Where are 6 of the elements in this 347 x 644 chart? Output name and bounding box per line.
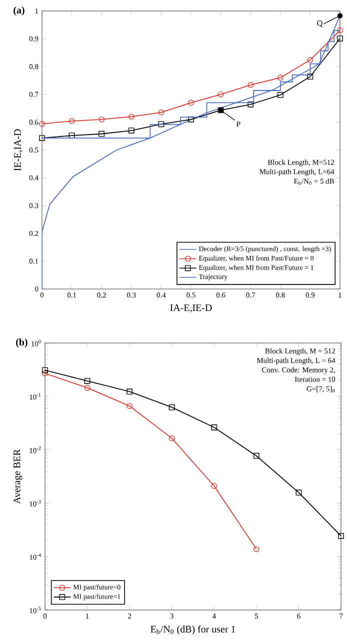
- y-axis-title: Average BER: [14, 449, 22, 504]
- chart-title: (a): [14, 6, 24, 16]
- y-axis-title: IE-E,IA-D: [14, 129, 22, 171]
- x-axis-title: E$_{b}$/N$_{0}$ (dB) for user 1: [150, 625, 236, 635]
- chart-title: (b): [16, 338, 28, 348]
- x-axis-title: IA-E,IE-D: [170, 304, 212, 313]
